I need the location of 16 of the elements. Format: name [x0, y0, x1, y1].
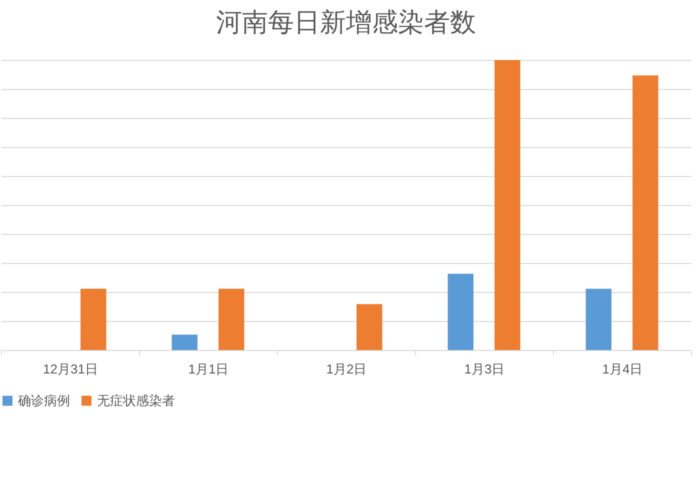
chart-title: 河南每日新增感染者数 [216, 7, 476, 37]
bar [494, 60, 520, 350]
x-tick-label: 1月2日 [326, 362, 367, 376]
bar [172, 334, 198, 350]
bar [632, 75, 658, 350]
legend-label: 确诊病例 [17, 392, 70, 408]
bar [80, 288, 106, 350]
bar [218, 288, 244, 350]
x-tick-label: 1月1日 [188, 362, 229, 376]
legend-label: 无症状感染者 [97, 392, 175, 408]
bar [448, 274, 474, 350]
bar [586, 288, 612, 350]
bar [356, 304, 382, 350]
x-tick-label: 12月31日 [43, 362, 98, 376]
x-tick-label: 1月3日 [464, 362, 505, 376]
x-tick-label: 1月4日 [602, 362, 643, 376]
